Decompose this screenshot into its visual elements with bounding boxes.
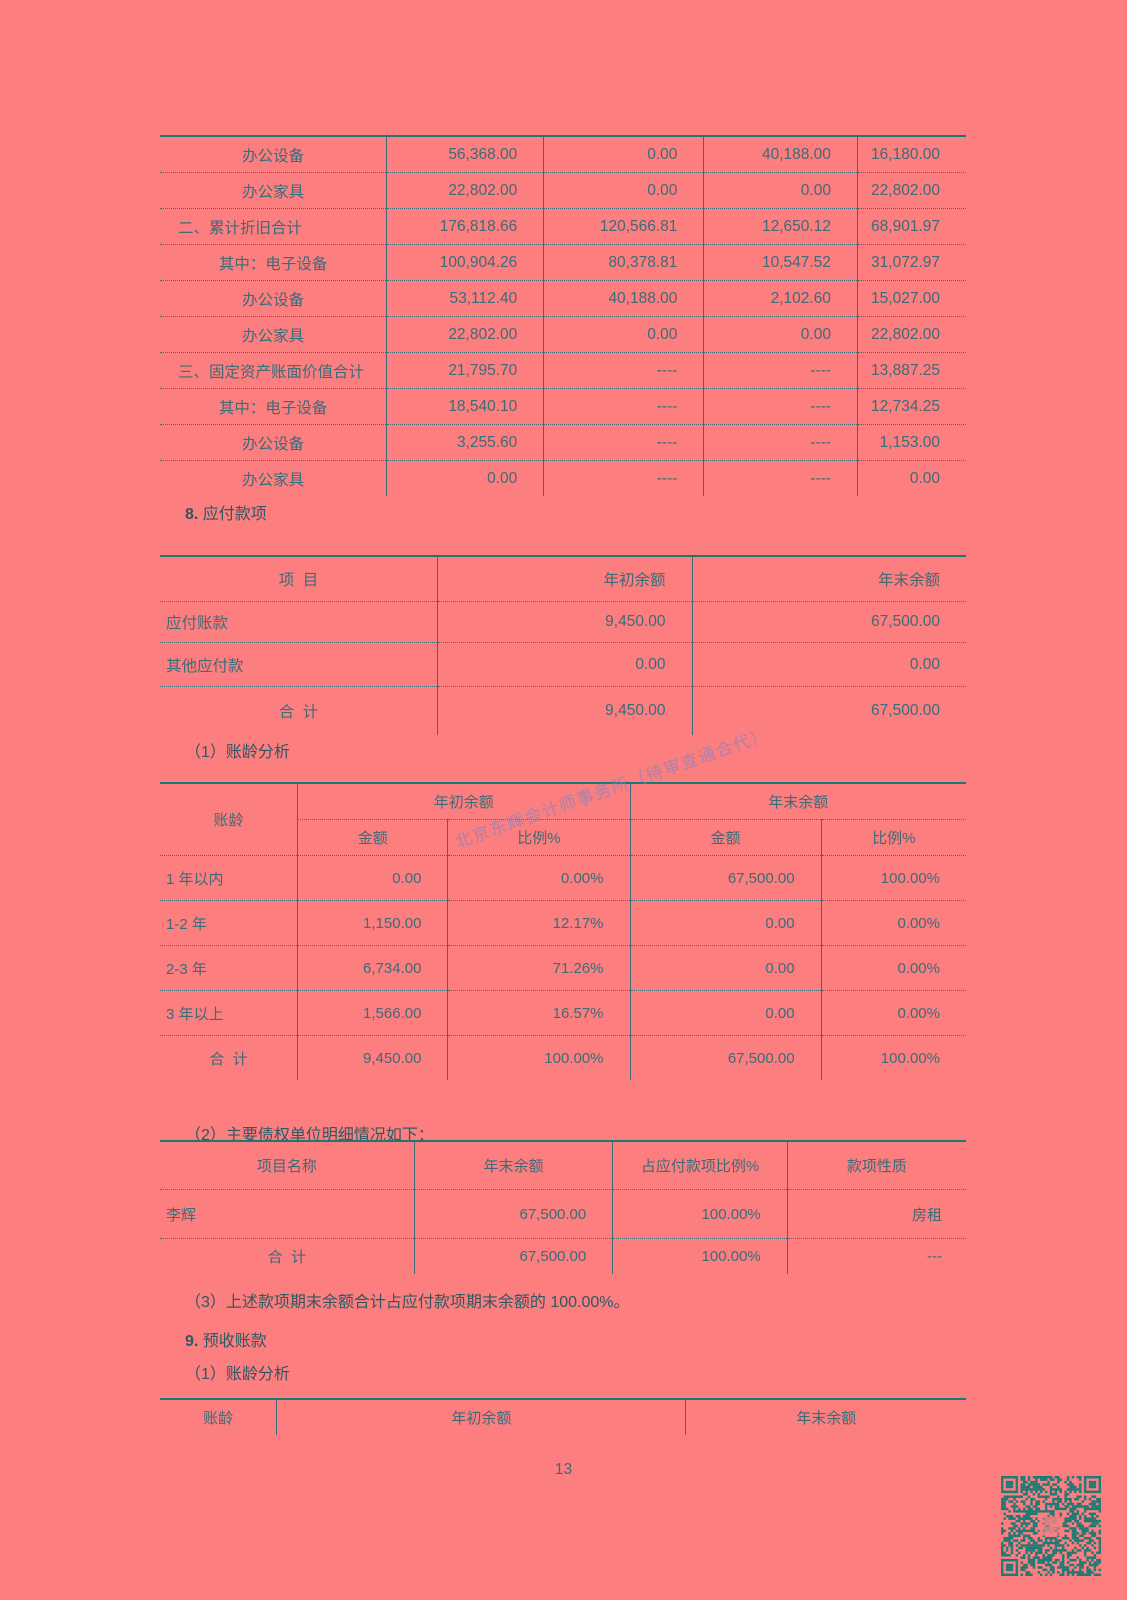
svg-text:验证: 验证 <box>1044 1516 1058 1525</box>
svg-text:网户: 网户 <box>1044 1525 1058 1534</box>
